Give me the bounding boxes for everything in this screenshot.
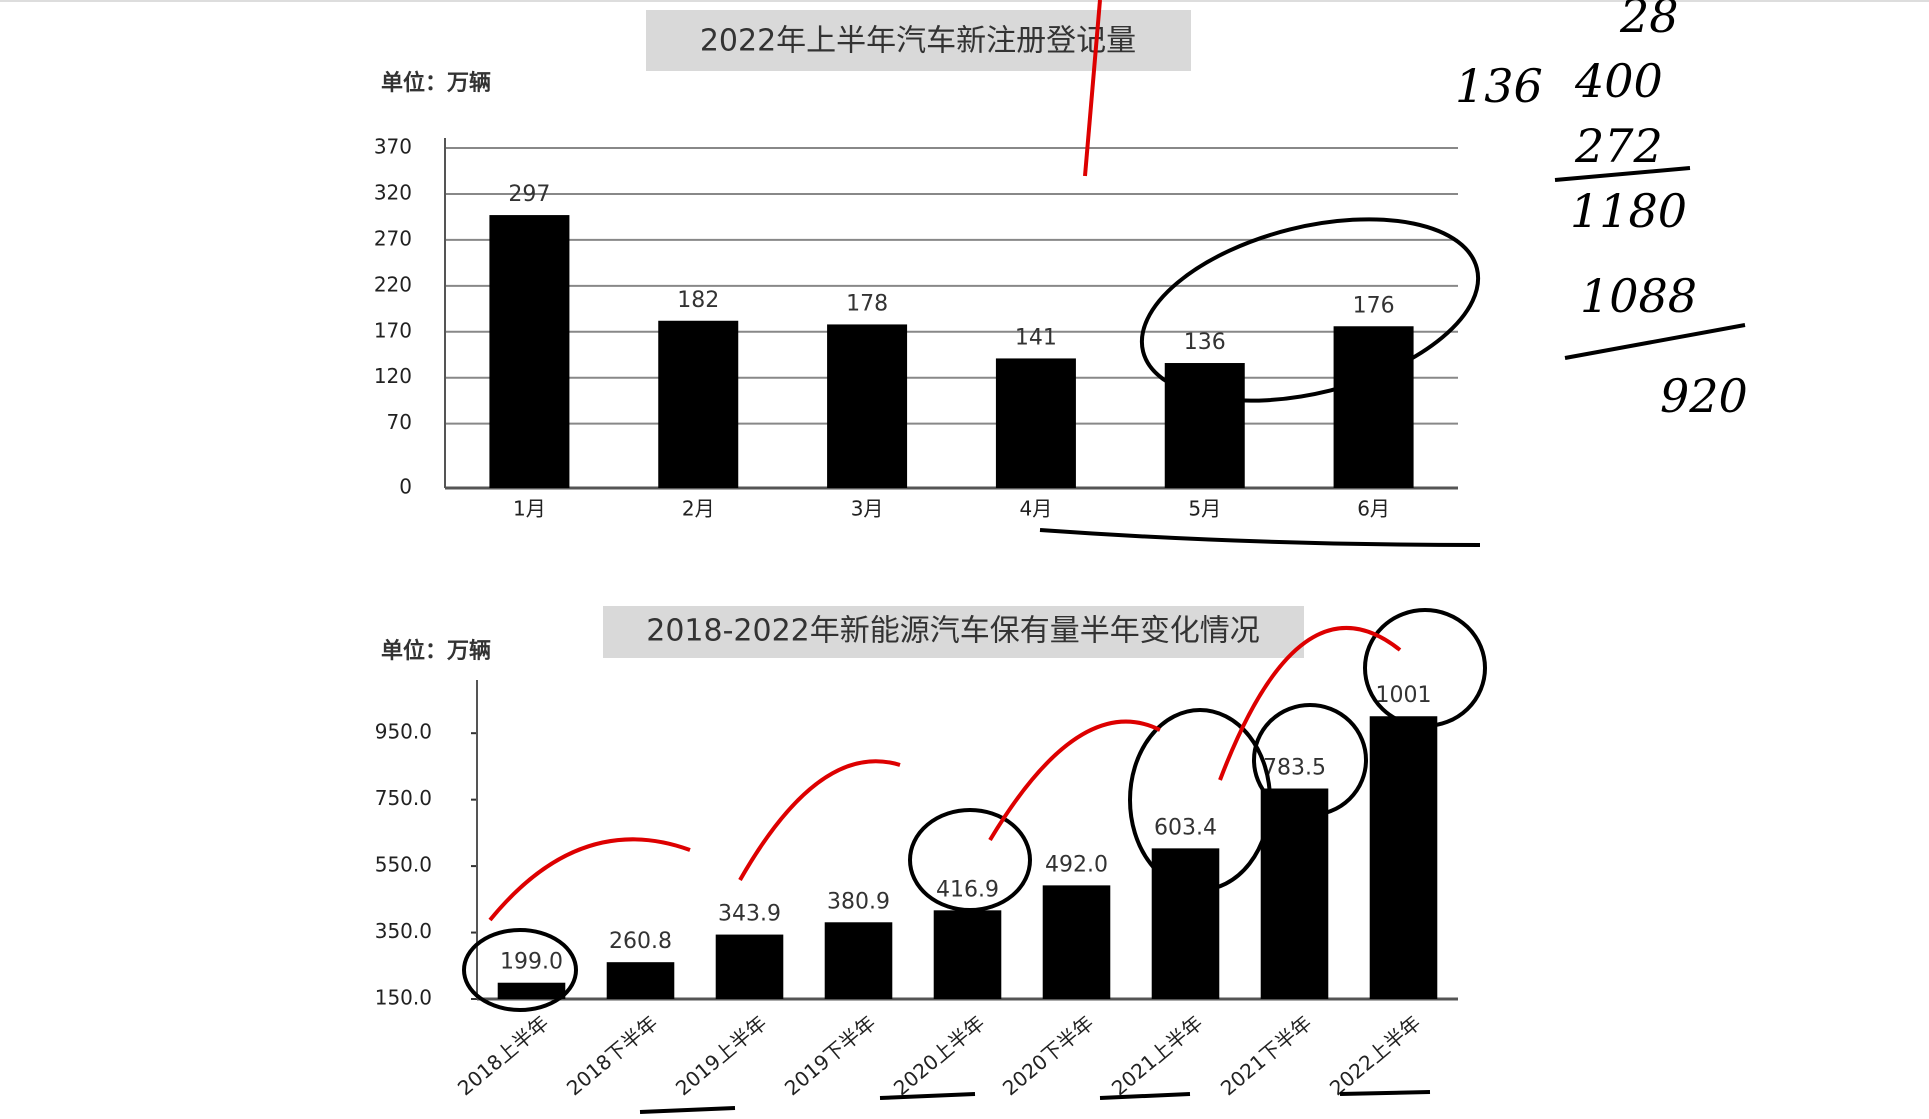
bar (827, 324, 908, 488)
handwriting: 28 (1619, 0, 1679, 43)
y-tick-label: 220 (374, 272, 412, 296)
unit-label: 单位：万辆 (381, 638, 491, 664)
y-tick-label: 320 (374, 180, 412, 204)
bar (658, 320, 739, 488)
x-tick-label: 4月 (1020, 497, 1053, 521)
x-tick-label: 2018上半年 (453, 1011, 553, 1101)
value-label: 178 (846, 291, 888, 316)
pen-arcs (488, 625, 1402, 922)
value-label: 141 (1015, 325, 1057, 350)
value-label: 176 (1353, 293, 1395, 318)
value-label: 343.9 (718, 902, 781, 927)
x-tick-label: 2021上半年 (1107, 1011, 1207, 1101)
bar (1164, 363, 1245, 488)
pen-circle (1363, 608, 1487, 728)
y-tick-label: 750.0 (375, 786, 432, 810)
value-label: 136 (1184, 330, 1226, 355)
x-tick-label: 2018下半年 (562, 1011, 662, 1101)
value-label: 603.4 (1154, 815, 1217, 840)
pen-circle (908, 808, 1032, 912)
pen-circle (1139, 217, 1481, 403)
handwriting: 920 (1660, 369, 1748, 423)
value-label: 297 (508, 182, 550, 207)
x-tick-label: 3月 (851, 497, 884, 521)
pen-circle (1252, 703, 1368, 817)
bar (1151, 848, 1220, 999)
y-tick-label: 70 (387, 410, 412, 434)
value-label: 1001 (1376, 683, 1432, 708)
handwriting: 272 (1574, 119, 1663, 173)
value-label: 416.9 (936, 877, 999, 902)
unit-label: 单位：万辆 (381, 70, 491, 96)
y-tick-label: 370 (374, 135, 412, 159)
handwriting: 1088 (1580, 269, 1697, 323)
y-tick-label: 150.0 (375, 986, 432, 1010)
handwriting: 136 (1455, 59, 1543, 113)
chart-title: 2022年上半年汽车新注册登记量 (700, 24, 1136, 59)
chart-title: 2018-2022年新能源汽车保有量半年变化情况 (646, 614, 1260, 649)
bar (824, 922, 893, 999)
title-box (603, 606, 1304, 658)
bar (995, 358, 1076, 488)
annotations: 28 136 400 272 1180 1088 920 (462, 0, 1748, 1114)
value-label: 783.5 (1263, 756, 1326, 781)
bar (1042, 885, 1111, 999)
y-tick-label: 170 (374, 318, 412, 342)
pen-underline (1039, 528, 1481, 547)
x-tick-label: 2021下半年 (1216, 1011, 1316, 1101)
value-label: 380.9 (827, 889, 890, 914)
x-tick-label: 2019下半年 (780, 1011, 880, 1101)
x-tick-label: 6月 (1357, 497, 1390, 521)
y-tick-label: 0 (399, 475, 412, 499)
y-tick-label: 350.0 (375, 919, 432, 943)
value-label: 260.8 (609, 929, 672, 954)
bar (1369, 716, 1438, 999)
y-tick-label: 270 (374, 226, 412, 250)
bar (497, 982, 566, 999)
x-tick-label: 5月 (1188, 497, 1221, 521)
y-tick-label: 550.0 (375, 853, 432, 877)
x-tick-label: 2020上半年 (889, 1011, 989, 1101)
bar (606, 962, 675, 999)
bar (489, 215, 570, 488)
y-tick-label: 950.0 (375, 720, 432, 744)
x-tick-label: 2020下半年 (998, 1011, 1098, 1101)
bar (933, 910, 1002, 999)
y-tick-label: 120 (374, 364, 412, 388)
value-label: 182 (677, 288, 719, 313)
x-tick-label: 2月 (682, 497, 715, 521)
value-label: 199.0 (500, 950, 563, 975)
value-label: 492.0 (1045, 852, 1108, 877)
pen-stroke (1083, 0, 1102, 177)
pen-lines (1554, 166, 1746, 360)
bar (715, 934, 784, 999)
handwriting: 400 (1574, 54, 1663, 108)
pen-underline (639, 1090, 1431, 1114)
bar (1333, 326, 1414, 488)
x-tick-label: 2019上半年 (671, 1011, 771, 1101)
handwriting: 1180 (1570, 184, 1687, 238)
x-tick-label: 2022上半年 (1325, 1011, 1425, 1101)
x-tick-label: 1月 (513, 497, 546, 521)
pen-circle (462, 928, 578, 1012)
bar (1260, 788, 1329, 999)
